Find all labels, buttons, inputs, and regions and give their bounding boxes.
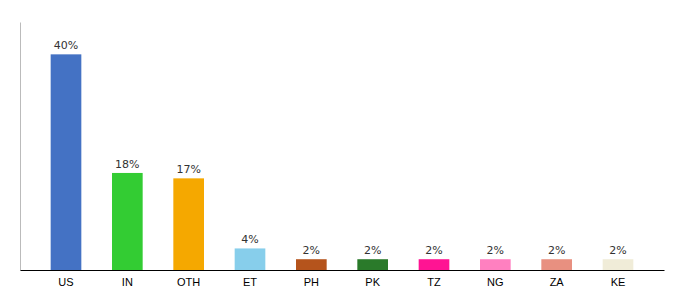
y-axis-line <box>20 23 21 271</box>
bar <box>112 173 143 270</box>
x-tick-label: PH <box>304 276 319 288</box>
data-label: 18% <box>115 158 139 171</box>
x-axis: US IN OTH ET PH PK TZ NG ZA KE <box>21 270 665 288</box>
x-tick-label: OTH <box>177 276 200 288</box>
bar <box>51 54 82 270</box>
bar <box>603 259 634 270</box>
x-tick-label: KE <box>611 276 626 288</box>
x-axis-line <box>21 270 665 271</box>
x-tick: TZ <box>427 270 441 288</box>
chart: US IN OTH ET PH PK TZ NG ZA KE 40% 18% 17% 4% 2% 2% 2% 2%… <box>0 0 680 300</box>
data-label: 2% <box>425 244 442 257</box>
x-tick: ZA <box>550 270 565 288</box>
x-tick: ET <box>243 270 257 288</box>
x-tick: US <box>58 270 73 288</box>
data-label: 2% <box>609 244 626 257</box>
bar <box>357 259 388 270</box>
bar <box>173 178 204 270</box>
x-tick-label: TZ <box>427 276 441 288</box>
data-label: 4% <box>241 233 258 246</box>
data-label: 40% <box>54 39 78 52</box>
x-tick: KE <box>611 270 626 288</box>
x-tick-label: US <box>58 276 73 288</box>
data-label: 2% <box>303 244 320 257</box>
x-tick-label: ZA <box>550 276 565 288</box>
x-tick-label: NG <box>487 276 504 288</box>
y-axis <box>20 23 21 271</box>
bar <box>235 248 266 270</box>
bar <box>296 259 327 270</box>
x-tick: PK <box>365 270 380 288</box>
data-label: 2% <box>487 244 504 257</box>
x-tick: IN <box>122 270 133 288</box>
x-tick-label: IN <box>122 276 133 288</box>
x-tick-label: ET <box>243 276 257 288</box>
data-label: 2% <box>364 244 381 257</box>
bar <box>480 259 511 270</box>
x-tick-label: PK <box>365 276 380 288</box>
x-tick: OTH <box>177 270 200 288</box>
plot: US IN OTH ET PH PK TZ NG ZA KE 40% 18% 17% 4% 2% 2% 2% 2%… <box>21 23 665 288</box>
bars <box>51 54 634 270</box>
bar <box>541 259 572 270</box>
x-tick: PH <box>304 270 319 288</box>
data-label: 17% <box>176 163 200 176</box>
x-tick: NG <box>487 270 504 288</box>
bar <box>419 259 450 270</box>
data-labels: 40% 18% 17% 4% 2% 2% 2% 2% 2% 2% <box>54 39 627 257</box>
data-label: 2% <box>548 244 565 257</box>
